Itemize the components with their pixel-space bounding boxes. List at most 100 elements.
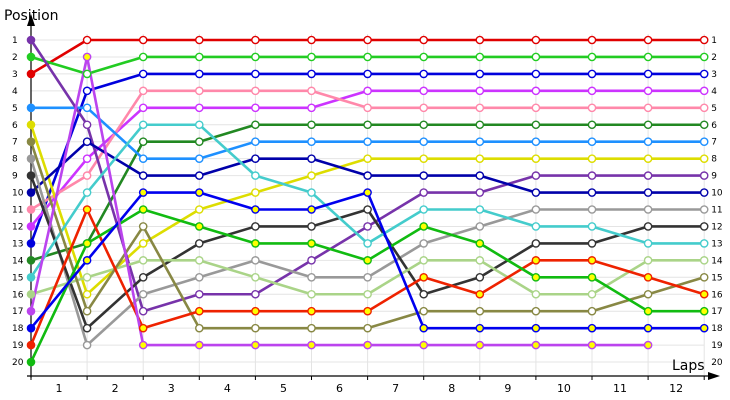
- series-point: [363, 154, 372, 163]
- series-point: [531, 306, 541, 316]
- series-point: [419, 289, 429, 299]
- axes: [27, 14, 720, 380]
- x-tick-label: 3: [168, 382, 175, 395]
- right-tick-label: 15: [711, 273, 722, 283]
- series-point: [251, 52, 260, 62]
- series-point: [699, 120, 709, 130]
- series-point: [26, 357, 36, 367]
- series-point: [307, 340, 316, 350]
- series-point: [531, 103, 541, 113]
- series-point: [138, 323, 148, 333]
- series-point: [699, 256, 709, 265]
- series-point: [363, 69, 372, 79]
- series-point: [475, 188, 485, 197]
- y-tick-label: 4: [12, 87, 18, 97]
- series-point: [643, 188, 653, 197]
- series-point: [251, 222, 260, 231]
- right-tick-label: 13: [711, 239, 722, 249]
- series-point: [475, 120, 485, 130]
- y-tick-label: 13: [12, 239, 23, 249]
- series-point: [531, 86, 541, 96]
- series-point: [82, 154, 92, 163]
- right-tick-label: 10: [711, 189, 723, 199]
- series-point: [194, 171, 204, 180]
- series-point: [82, 256, 92, 265]
- y-tick-label: 15: [12, 273, 23, 283]
- series-point: [363, 323, 372, 333]
- series-point: [475, 256, 485, 265]
- series-point: [475, 323, 485, 333]
- series-point: [82, 86, 92, 96]
- series-point: [643, 272, 653, 282]
- series-point: [587, 340, 597, 350]
- series-point: [643, 52, 653, 62]
- series-point: [307, 120, 316, 130]
- series-point: [194, 205, 204, 214]
- series-point: [82, 120, 92, 130]
- series-point: [26, 323, 36, 333]
- right-tick-label: 2: [711, 53, 717, 63]
- series-point: [419, 86, 429, 96]
- series-point: [531, 35, 541, 45]
- x-tick-label: 7: [392, 382, 399, 395]
- right-tick-label: 8: [711, 155, 717, 165]
- y-tick-label: 16: [12, 290, 24, 300]
- series-point: [587, 306, 597, 316]
- series-point: [363, 205, 372, 214]
- series-point: [643, 120, 653, 130]
- series-point: [699, 323, 709, 333]
- y-tick-label: 5: [12, 104, 18, 114]
- series-point: [531, 289, 541, 299]
- series-point: [587, 137, 597, 146]
- series-point: [138, 69, 148, 79]
- series-point: [307, 35, 316, 45]
- series-point: [587, 188, 597, 197]
- right-tick-label: 20: [711, 358, 723, 368]
- series-point: [138, 340, 148, 350]
- right-tick-label: 6: [711, 121, 717, 131]
- series-point: [138, 86, 148, 96]
- series-point: [699, 239, 709, 248]
- series-point: [363, 340, 372, 350]
- series-point: [194, 239, 204, 248]
- series-point: [363, 86, 372, 96]
- series-point: [82, 289, 92, 299]
- series-point: [194, 272, 204, 282]
- series-point: [307, 69, 316, 79]
- series-group: [26, 35, 709, 367]
- series-point: [475, 171, 485, 180]
- series-point: [307, 137, 316, 146]
- series-point: [363, 222, 372, 231]
- series-point: [587, 69, 597, 79]
- right-tick-label: 16: [711, 290, 723, 300]
- series-point: [587, 289, 597, 299]
- series-point: [699, 154, 709, 163]
- series-point: [699, 52, 709, 62]
- y-tick-label: 7: [12, 138, 18, 148]
- series-point: [251, 239, 260, 248]
- series-point: [699, 205, 709, 214]
- series-point: [699, 171, 709, 180]
- y-tick-label: 11: [12, 206, 23, 216]
- series-point: [251, 35, 260, 45]
- series-point: [643, 256, 653, 265]
- y-tick-label: 6: [12, 121, 18, 131]
- series-point: [531, 154, 541, 163]
- series-point: [138, 171, 148, 180]
- tick-labels: 1234567891011121314151617181920123456789…: [12, 36, 723, 395]
- x-tick-label: 10: [557, 382, 571, 395]
- series-point: [531, 239, 541, 248]
- series-point: [475, 239, 485, 248]
- series-point: [26, 154, 36, 163]
- series-point: [251, 69, 260, 79]
- series-point: [307, 188, 316, 197]
- x-tick-label: 2: [112, 382, 119, 395]
- series-point: [475, 35, 485, 45]
- x-tick-label: 11: [613, 382, 627, 395]
- series-point: [307, 239, 316, 248]
- y-tick-label: 8: [12, 155, 18, 165]
- series-point: [138, 120, 148, 130]
- series-point: [699, 137, 709, 146]
- right-tick-label: 4: [711, 87, 717, 97]
- series-point: [26, 188, 36, 197]
